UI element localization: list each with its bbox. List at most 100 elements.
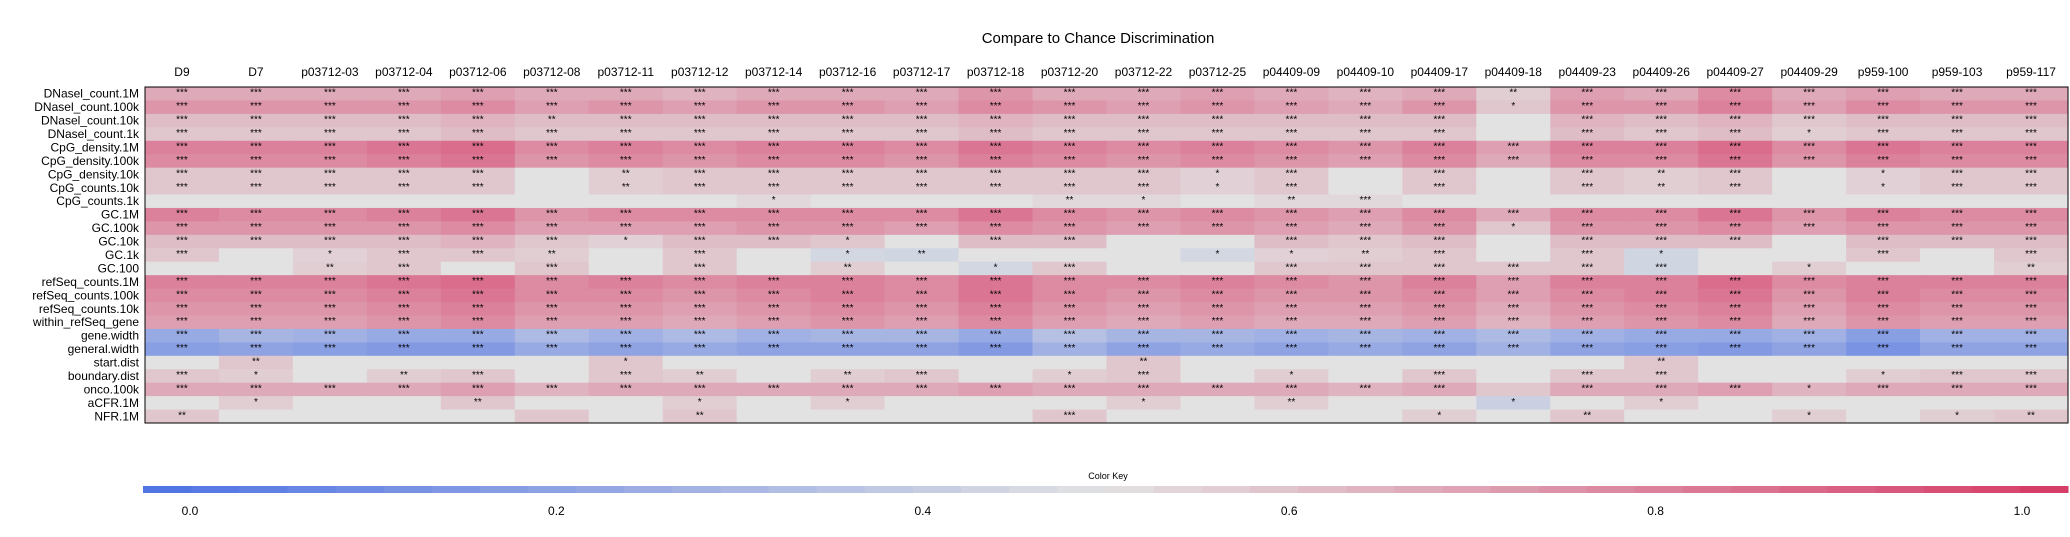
significance-mark: * (624, 357, 628, 368)
significance-mark: *** (916, 276, 928, 287)
significance-mark: *** (1064, 155, 1076, 166)
heatmap-cell (588, 167, 664, 182)
significance-mark: *** (916, 155, 928, 166)
heatmap-cell (1994, 140, 2069, 155)
significance-mark: *** (1655, 330, 1667, 341)
significance-mark: *** (176, 209, 188, 220)
significance-mark: *** (1581, 88, 1593, 99)
significance-mark: ** (918, 249, 926, 260)
heatmap-cell (1994, 100, 2069, 115)
heatmap-cell (1254, 248, 1329, 263)
significance-mark: *** (398, 383, 410, 394)
color-key-swatch (335, 486, 385, 493)
heatmap-cell (1402, 275, 1477, 290)
heatmap-cell (1624, 342, 1699, 357)
heatmap-cell (810, 127, 886, 142)
heatmap-cell (440, 207, 516, 222)
heatmap-cell (514, 221, 590, 236)
significance-mark: *** (1655, 222, 1667, 233)
heatmap-cell (1550, 207, 1625, 222)
heatmap-cell (588, 315, 664, 330)
heatmap-cell (1846, 181, 1921, 196)
significance-mark: *** (1138, 141, 1150, 152)
significance-mark: *** (324, 101, 336, 112)
heatmap-cell (1032, 328, 1107, 343)
significance-mark: *** (1433, 88, 1445, 99)
heatmap-cell (1180, 382, 1255, 397)
heatmap-cell (1032, 87, 1107, 101)
significance-mark: ** (2027, 410, 2035, 421)
heatmap-cell (1476, 181, 1551, 196)
significance-mark: *** (472, 222, 484, 233)
heatmap-cell (662, 396, 738, 411)
row-label: DNasel_count.10k (41, 114, 140, 128)
heatmap-cell (958, 167, 1034, 182)
heatmap-cell (1698, 328, 1773, 343)
significance-mark: * (1881, 370, 1885, 381)
significance-mark: *** (620, 330, 632, 341)
heatmap-cell (1846, 328, 1921, 343)
significance-mark: *** (1507, 155, 1519, 166)
significance-mark: *** (324, 128, 336, 139)
significance-mark: *** (324, 236, 336, 247)
significance-mark: *** (250, 115, 262, 126)
heatmap-cell (366, 302, 442, 316)
heatmap-cell (1476, 113, 1551, 128)
row-label: CpG_counts.1k (56, 194, 140, 208)
significance-mark: *** (2025, 316, 2037, 327)
significance-mark: *** (1581, 289, 1593, 300)
heatmap-cell (736, 275, 812, 290)
heatmap-cell (1624, 302, 1699, 316)
significance-mark: *** (694, 101, 706, 112)
heatmap-cell (1328, 342, 1403, 357)
significance-mark: *** (2025, 141, 2037, 152)
significance-mark: *** (916, 101, 928, 112)
significance-mark: *** (1877, 101, 1889, 112)
row-label: CpG_counts.10k (50, 181, 140, 195)
heatmap-cell (588, 355, 664, 370)
significance-mark: *** (1064, 101, 1076, 112)
significance-mark: *** (1803, 303, 1815, 314)
significance-mark: *** (1951, 316, 1963, 327)
significance-mark: ** (400, 370, 408, 381)
heatmap-cell (1550, 396, 1625, 411)
heatmap-cell (1402, 261, 1477, 276)
heatmap-cell (1698, 221, 1773, 236)
heatmap-cell (1106, 288, 1181, 303)
significance-mark: * (254, 397, 258, 408)
significance-mark: *** (1138, 155, 1150, 166)
heatmap-cell (1772, 409, 1847, 424)
heatmap-cell (588, 181, 664, 196)
significance-mark: *** (1064, 410, 1076, 421)
heatmap-cell (1772, 275, 1847, 290)
significance-mark: *** (1360, 222, 1372, 233)
significance-mark: *** (1951, 276, 1963, 287)
significance-mark: *** (1877, 209, 1889, 220)
heatmap-cell (1624, 87, 1699, 101)
heatmap-cell (1254, 181, 1329, 196)
significance-mark: *** (1581, 316, 1593, 327)
column-label: p04409-09 (1263, 65, 1321, 79)
heatmap-cell (958, 409, 1034, 424)
heatmap-cell (218, 396, 294, 411)
significance-mark: *** (990, 330, 1002, 341)
significance-mark: *** (990, 168, 1002, 179)
significance-mark: *** (1360, 115, 1372, 126)
significance-mark: *** (398, 303, 410, 314)
significance-mark: *** (620, 141, 632, 152)
significance-mark: *** (1286, 209, 1298, 220)
significance-mark: *** (2025, 276, 2037, 287)
heatmap-cell (810, 396, 886, 411)
heatmap-cell (1994, 248, 2069, 263)
significance-mark: *** (1433, 182, 1445, 193)
row-label: GC.1k (105, 248, 140, 262)
significance-mark: *** (768, 330, 780, 341)
significance-mark: *** (1951, 370, 1963, 381)
significance-mark: *** (1433, 383, 1445, 394)
heatmap-cell (1772, 382, 1847, 397)
row-label: CpG_density.1M (51, 140, 139, 154)
significance-mark: *** (1951, 141, 1963, 152)
heatmap-cell (292, 396, 368, 411)
significance-mark: *** (916, 141, 928, 152)
significance-mark: *** (1360, 316, 1372, 327)
